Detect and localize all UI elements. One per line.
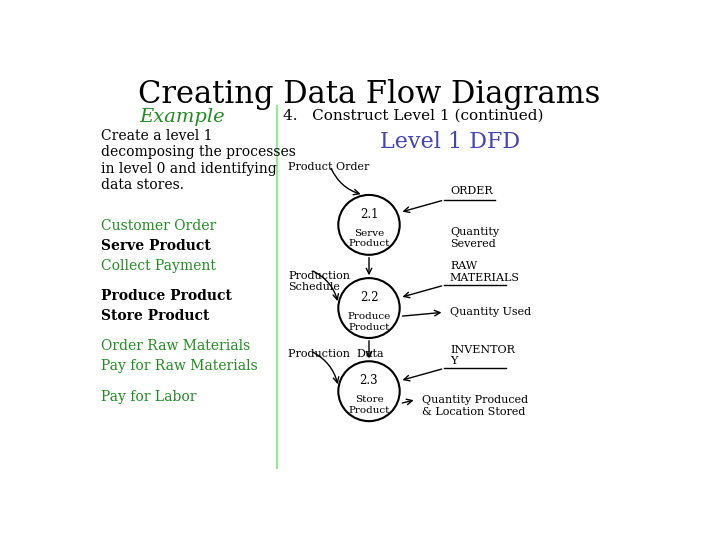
Text: Produce
Product: Produce Product — [347, 312, 391, 332]
Text: Create a level 1
decomposing the processes
in level 0 and identifying
data store: Create a level 1 decomposing the process… — [101, 129, 296, 192]
Text: Store
Product: Store Product — [348, 395, 390, 415]
Text: 2.1: 2.1 — [360, 208, 378, 221]
Text: Pay for Raw Materials: Pay for Raw Materials — [101, 359, 258, 373]
Text: Production
Schedule: Production Schedule — [288, 271, 350, 292]
Text: Serve Product: Serve Product — [101, 239, 211, 253]
Text: Collect Payment: Collect Payment — [101, 259, 216, 273]
Text: Example: Example — [139, 109, 225, 126]
Text: Serve
Product: Serve Product — [348, 229, 390, 248]
Text: Quantity
Severed: Quantity Severed — [450, 227, 499, 248]
Text: Store Product: Store Product — [101, 309, 210, 323]
Text: Order Raw Materials: Order Raw Materials — [101, 339, 251, 353]
Text: Pay for Labor: Pay for Labor — [101, 389, 197, 403]
Text: 2.3: 2.3 — [360, 374, 378, 387]
Text: 2.2: 2.2 — [360, 291, 378, 304]
Text: ORDER: ORDER — [450, 186, 492, 196]
Text: Creating Data Flow Diagrams: Creating Data Flow Diagrams — [138, 79, 600, 110]
Text: Level 1 DFD: Level 1 DFD — [380, 131, 520, 153]
Text: Customer Order: Customer Order — [101, 219, 217, 233]
Text: 4.   Construct Level 1 (continued): 4. Construct Level 1 (continued) — [282, 109, 543, 123]
Text: RAW
MATERIALS: RAW MATERIALS — [450, 261, 520, 283]
Text: Quantity Used: Quantity Used — [450, 307, 531, 317]
Text: Production  Data: Production Data — [288, 349, 384, 359]
Text: Produce Product: Produce Product — [101, 289, 232, 303]
Text: Product Order: Product Order — [288, 161, 369, 172]
Text: INVENTOR
Y: INVENTOR Y — [450, 345, 515, 366]
Text: Quantity Produced
& Location Stored: Quantity Produced & Location Stored — [422, 395, 528, 417]
